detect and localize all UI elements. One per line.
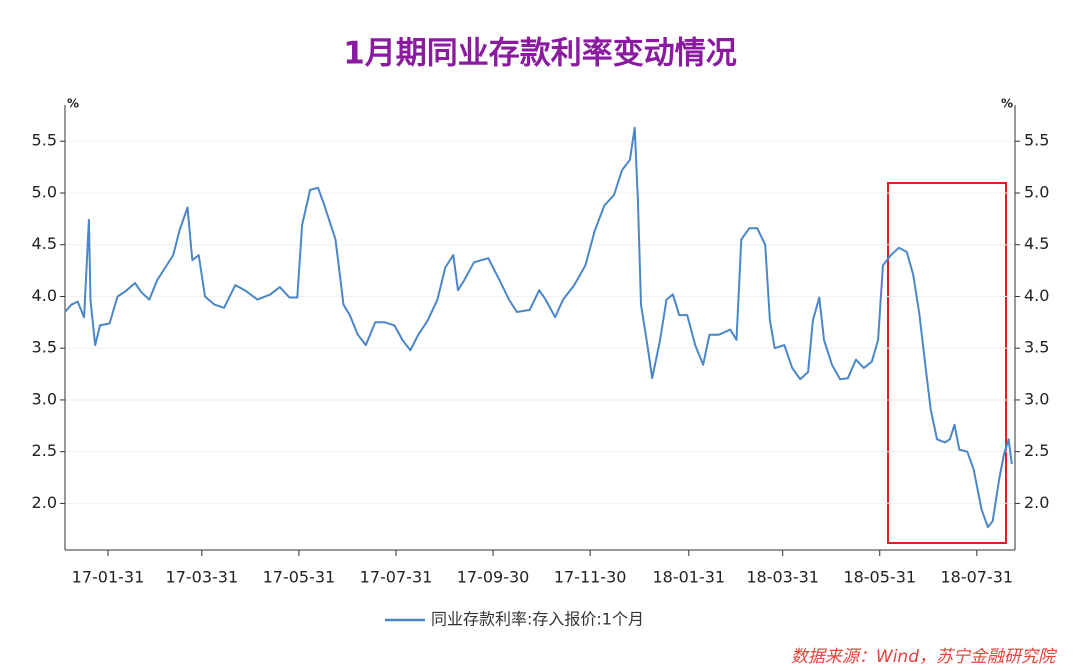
y-tick-label: 3.5 (32, 338, 57, 357)
y2-tick-label: 3.5 (1024, 338, 1049, 357)
y-tick-label: 2.0 (32, 493, 57, 512)
x-tick-label: 18-03-31 (746, 568, 819, 587)
x-tick-label: 18-01-31 (652, 568, 725, 587)
x-tick-label: 17-01-31 (72, 568, 145, 587)
x-tick-label: 17-09-30 (457, 568, 530, 587)
x-tick-label: 17-07-31 (360, 568, 433, 587)
x-tick-label: 18-05-31 (843, 568, 916, 587)
data-line (64, 126, 1013, 529)
y2-tick-label: 3.0 (1024, 389, 1049, 408)
source-note: 数据来源：Wind，苏宁金融研究院 (791, 647, 1058, 667)
y-tick-label: 4.0 (32, 286, 57, 305)
y2-tick-label: 2.5 (1024, 441, 1049, 460)
x-tick-label: 18-07-31 (940, 568, 1013, 587)
y2-tick-label: 2.0 (1024, 493, 1049, 512)
y-tick-label: 2.5 (32, 441, 57, 460)
y2-tick-label: 4.0 (1024, 286, 1049, 305)
y-tick-label: 5.5 (32, 131, 57, 150)
y-unit: % (67, 97, 79, 111)
x-tick-label: 17-11-30 (554, 568, 627, 587)
y2-tick-label: 5.0 (1024, 182, 1049, 201)
x-tick-label: 17-05-31 (263, 568, 336, 587)
highlight-box (887, 182, 1007, 544)
y2-tick-label: 4.5 (1024, 234, 1049, 253)
y-tick-label: 5.0 (32, 182, 57, 201)
y2-tick-label: 5.5 (1024, 131, 1049, 150)
y-tick-label: 4.5 (32, 234, 57, 253)
x-tick-label: 17-03-31 (166, 568, 239, 587)
y-tick-label: 3.0 (32, 389, 57, 408)
legend-label: 同业存款利率:存入报价:1个月 (431, 610, 644, 629)
y2-unit: % (1001, 97, 1013, 111)
chart-title: 1月期同业存款利率变动情况 (343, 36, 737, 72)
